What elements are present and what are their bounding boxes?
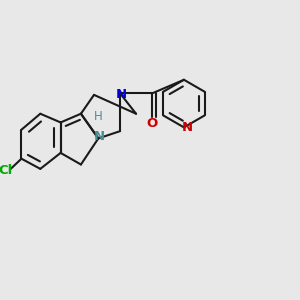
- Text: Cl: Cl: [0, 164, 13, 177]
- Text: O: O: [146, 117, 158, 130]
- Text: N: N: [182, 121, 193, 134]
- Text: N: N: [94, 130, 105, 143]
- Text: N: N: [116, 88, 127, 101]
- Text: H: H: [94, 110, 103, 123]
